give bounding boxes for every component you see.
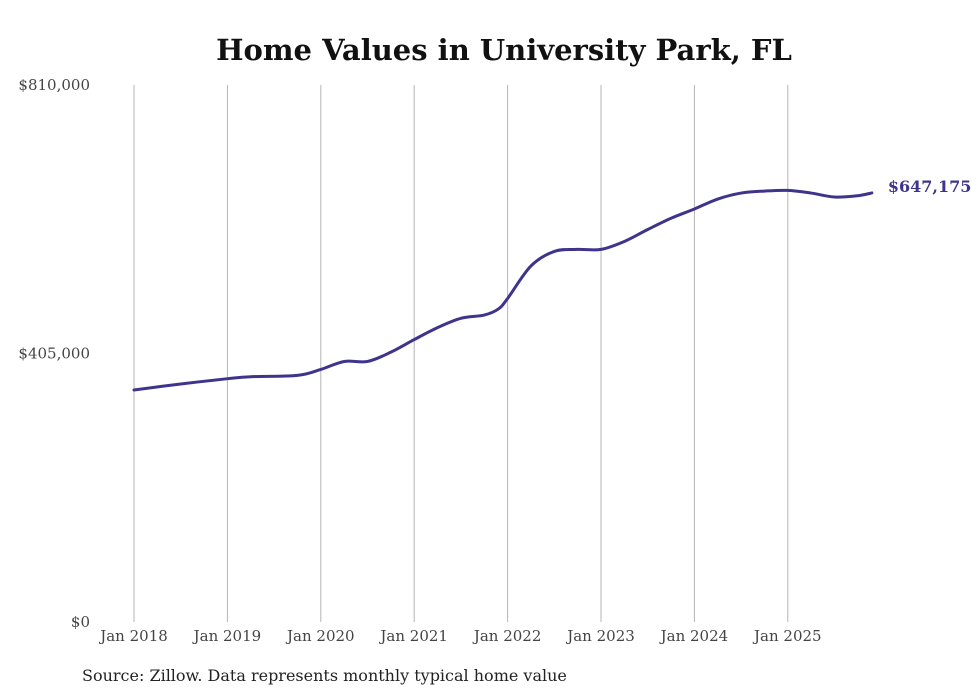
- series-layer: [132, 188, 874, 392]
- x-tick-label: Jan 2018: [98, 627, 168, 645]
- series-line: [132, 188, 874, 392]
- x-tick-label: Jan 2020: [285, 627, 355, 645]
- y-tick-label: $810,000: [18, 76, 90, 94]
- end-value-label: $647,175: [888, 177, 972, 196]
- y-tick-label: $0: [71, 613, 90, 631]
- x-tick-label: Jan 2023: [565, 627, 635, 645]
- grid-layer: [133, 85, 789, 622]
- x-tick-label: Jan 2022: [472, 627, 542, 645]
- chart-title: Home Values in University Park, FL: [216, 33, 792, 67]
- source-note: Source: Zillow. Data represents monthly …: [82, 666, 567, 685]
- x-tick-label: Jan 2025: [752, 627, 822, 645]
- x-tick-label: Jan 2019: [192, 627, 262, 645]
- x-axis: Jan 2018 Jan 2019 Jan 2020 Jan 2021 Jan 2022…: [98, 627, 821, 645]
- y-axis: $0 $405,000 $810,000: [18, 76, 90, 631]
- x-tick-label: Jan 2021: [378, 627, 448, 645]
- x-tick-label: Jan 2024: [659, 627, 729, 645]
- y-tick-label: $405,000: [18, 345, 90, 363]
